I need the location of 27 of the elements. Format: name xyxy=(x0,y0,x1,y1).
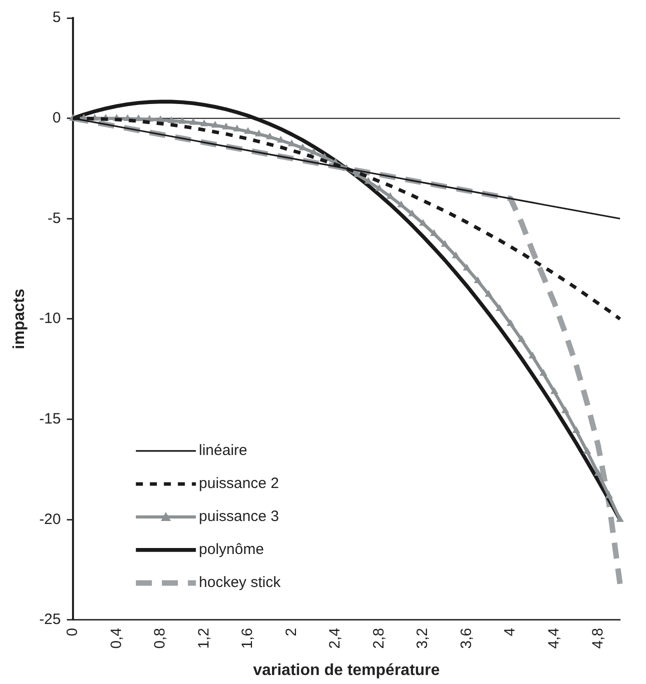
x-axis-title: variation de température xyxy=(253,662,440,679)
legend-label: linéaire xyxy=(198,442,248,460)
x-tick-label: 0 xyxy=(64,628,82,636)
x-tick-label: 3,6 xyxy=(458,628,475,649)
y-tick-label: -10 xyxy=(39,310,61,328)
x-tick-label: 0,4 xyxy=(108,628,125,649)
y-tick-label: 0 xyxy=(52,109,61,126)
y-tick-label: -20 xyxy=(39,510,61,528)
y-tick-label: -15 xyxy=(39,410,61,428)
legend-label: puissance 3 xyxy=(198,508,279,526)
x-tick-label: 1,6 xyxy=(239,628,256,649)
y-tick-label: 5 xyxy=(52,9,61,26)
y-axis-title: impacts xyxy=(11,288,28,350)
y-tick-label: -25 xyxy=(39,611,61,628)
legend-label: polynôme xyxy=(198,541,264,558)
x-tick-label: 0,8 xyxy=(152,628,169,649)
x-tick-label: 3,2 xyxy=(414,628,432,649)
x-tick-label: 2 xyxy=(282,628,300,636)
legend-label: puissance 2 xyxy=(198,475,279,492)
x-tick-label: 4,8 xyxy=(589,628,606,649)
y-tick-label: -5 xyxy=(48,210,61,227)
x-tick-label: 2,4 xyxy=(326,628,344,649)
legend-label: hockey stick xyxy=(198,574,282,592)
x-tick-label: 1,2 xyxy=(195,628,212,649)
x-tick-label: 4,4 xyxy=(545,628,562,649)
x-tick-label: 2,8 xyxy=(370,628,388,649)
x-tick-label: 4 xyxy=(502,628,519,636)
